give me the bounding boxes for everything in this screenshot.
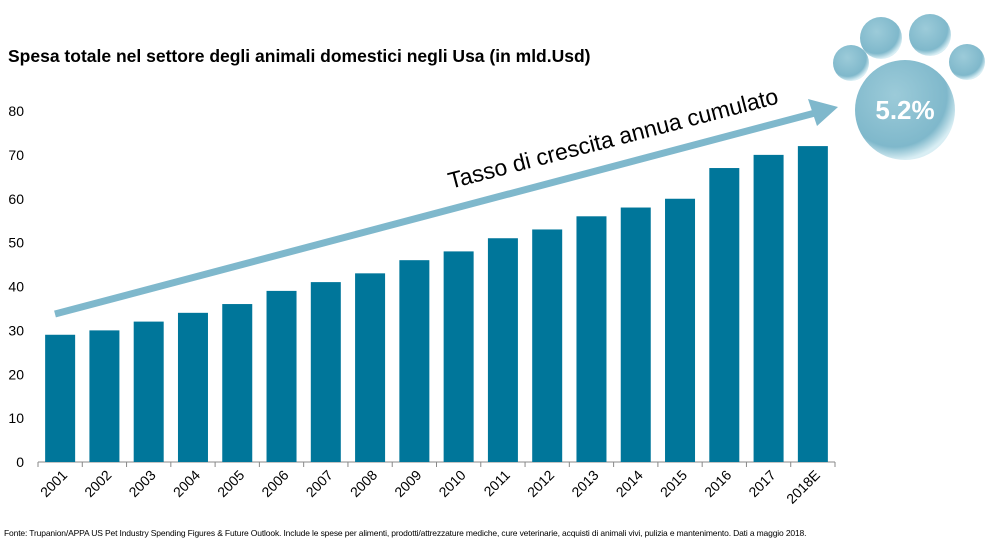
x-tick-label: 2003 — [125, 467, 158, 500]
growth-rate-badge: 5.2% — [875, 95, 934, 125]
y-tick-label: 40 — [8, 279, 24, 295]
x-tick-label: 2010 — [435, 467, 468, 500]
bar-2008 — [355, 273, 386, 462]
bar-2010 — [443, 251, 474, 462]
paw-toe — [949, 44, 985, 80]
x-tick-label: 2016 — [701, 467, 734, 500]
x-tick-label: 2009 — [391, 467, 424, 500]
x-tick-label: 2007 — [303, 467, 336, 500]
bar-2015 — [665, 198, 696, 462]
x-tick-label: 2017 — [745, 467, 778, 500]
y-tick-label: 50 — [8, 235, 24, 251]
x-tick-label: 2008 — [347, 467, 380, 500]
x-tick-label: 2014 — [613, 467, 646, 500]
x-tick-label: 2006 — [258, 467, 291, 500]
paw-toe — [909, 14, 951, 56]
paw-toe — [860, 17, 902, 59]
growth-arrow — [54, 99, 838, 318]
x-tick-label: 2013 — [568, 467, 601, 500]
paw-badge: 5.2% — [833, 14, 985, 160]
footnote: Fonte: Trupanion/APPA US Pet Industry Sp… — [4, 528, 807, 538]
bar-2001 — [45, 334, 76, 462]
chart-title: Spesa totale nel settore degli animali d… — [8, 46, 591, 66]
x-tick-label: 2011 — [480, 467, 513, 500]
y-tick-label: 60 — [8, 191, 24, 207]
bar-2012 — [532, 229, 563, 462]
bar-2009 — [399, 260, 430, 462]
bar-2014 — [620, 207, 651, 462]
x-tick-label: 2012 — [524, 467, 557, 500]
x-tick-label: 2004 — [170, 467, 203, 500]
x-tick-label: 2015 — [657, 467, 690, 500]
paw-toe — [833, 45, 869, 81]
bar-2013 — [576, 216, 607, 462]
paw-pad — [855, 60, 955, 160]
y-tick-label: 10 — [8, 410, 24, 426]
bar-2002 — [89, 330, 120, 462]
bar-2004 — [177, 312, 208, 462]
bar-2011 — [487, 238, 518, 462]
x-tick-label: 2001 — [37, 467, 70, 500]
y-tick-label: 0 — [16, 454, 24, 470]
bar-2007 — [310, 282, 341, 462]
bar-2016 — [709, 168, 740, 462]
y-tick-label: 70 — [8, 147, 24, 163]
x-tick-label: 2018E — [783, 467, 823, 507]
x-tick-label: 2005 — [214, 467, 247, 500]
bar-2005 — [222, 304, 253, 462]
bar-2006 — [266, 290, 297, 462]
bar-2003 — [133, 321, 164, 462]
bar-2017 — [753, 154, 784, 462]
y-tick-label: 80 — [8, 103, 24, 119]
y-tick-label: 30 — [8, 322, 24, 338]
y-tick-label: 20 — [8, 366, 24, 382]
x-tick-label: 2002 — [81, 467, 114, 500]
bar-2018E — [797, 146, 828, 462]
